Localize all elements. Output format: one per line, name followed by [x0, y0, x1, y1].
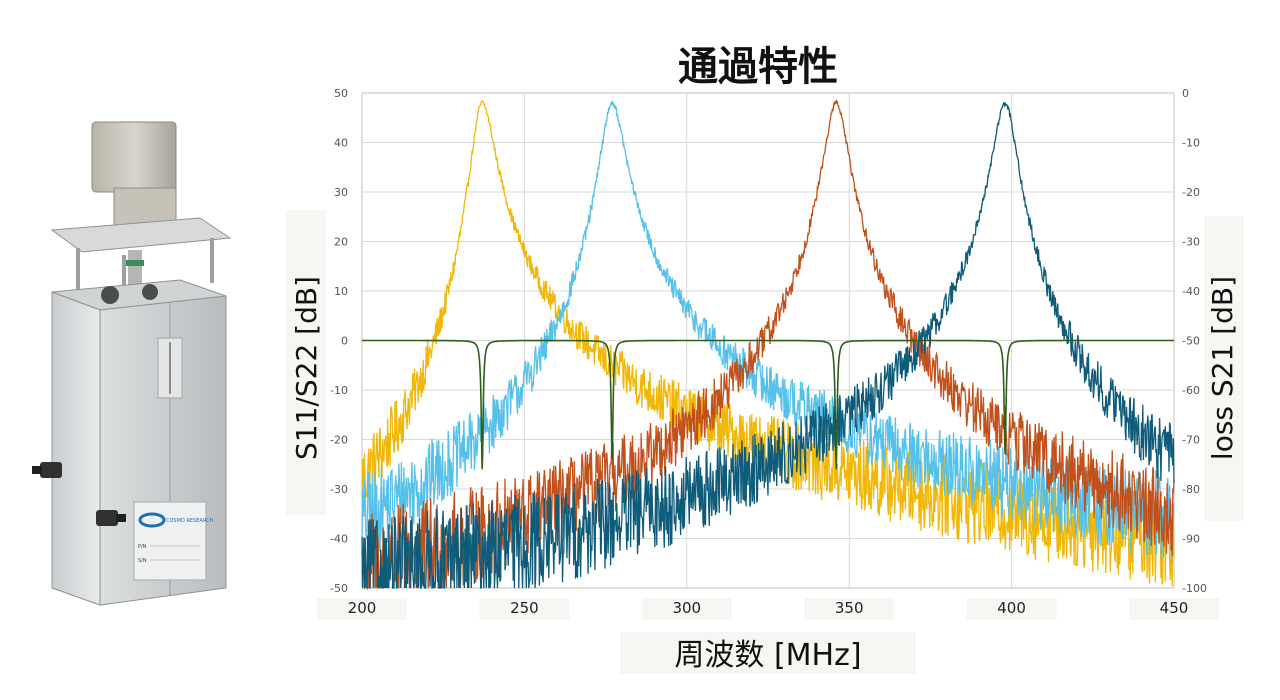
y-right-tick-label: -50 — [1182, 335, 1200, 348]
y-left-tick-label: -10 — [330, 384, 348, 397]
x-tick-background — [1129, 598, 1219, 620]
x-axis-label: 周波数 [MHz] — [674, 638, 861, 673]
x-tick-background — [966, 598, 1057, 620]
x-tick-label: 200 — [348, 599, 377, 617]
x-tick-label: 300 — [672, 599, 701, 617]
y-left-tick-label: -40 — [330, 533, 348, 546]
y-left-tick-label: 20 — [334, 236, 348, 249]
y-left-tick-label: 40 — [334, 137, 348, 150]
s11-series-line — [361, 99, 1175, 590]
y-left-tick-label: -50 — [330, 582, 348, 595]
y-left-tick-label: 30 — [334, 186, 348, 199]
s11-series-line — [361, 100, 1175, 564]
s11-series-line — [361, 100, 1175, 587]
svg-text:S/N: S/N — [138, 558, 147, 564]
x-tick-background — [804, 598, 895, 620]
y-right-tick-label: -70 — [1182, 434, 1200, 447]
y-right-tick-label: -20 — [1182, 186, 1200, 199]
y-right-tick-label: -80 — [1182, 483, 1200, 496]
s21-series-line — [362, 339, 1174, 470]
y-left-tick-label: 0 — [341, 335, 348, 348]
label-background — [1204, 216, 1244, 521]
y-left-axis-label: S11/S22 [dB] — [290, 276, 323, 460]
rf-connector-icon — [96, 510, 126, 526]
y-right-axis-label: loss S21 [dB] — [1206, 276, 1239, 460]
x-tick-background — [641, 598, 732, 620]
top-plate — [50, 217, 232, 253]
svg-text:P/N: P/N — [138, 544, 147, 550]
y-right-tick-label: -30 — [1182, 236, 1200, 249]
label-background — [620, 632, 916, 674]
y-right-tick-label: 0 — [1182, 87, 1189, 100]
y-right-tick-label: -60 — [1182, 384, 1200, 397]
y-left-tick-label: -30 — [330, 483, 348, 496]
x-tick-background — [479, 598, 570, 620]
x-tick-label: 250 — [510, 599, 539, 617]
rf-connector-icon — [32, 462, 62, 478]
y-right-tick-label: -40 — [1182, 285, 1200, 298]
x-tick-label: 400 — [997, 599, 1026, 617]
x-tick-label: 450 — [1160, 599, 1189, 617]
s11-series-line — [361, 101, 1175, 591]
x-tick-label: 350 — [835, 599, 864, 617]
brand-label: COSMO RESEARCH — [166, 518, 214, 524]
chart-title: 通過特性 — [678, 44, 838, 90]
label-background — [286, 210, 326, 515]
y-right-tick-label: -10 — [1182, 137, 1200, 150]
product-photo: COSMO RESEARCH P/N S/N — [32, 121, 232, 606]
x-tick-background — [317, 598, 407, 620]
y-right-tick-label: -100 — [1182, 582, 1207, 595]
y-left-tick-label: 50 — [334, 87, 348, 100]
y-left-tick-label: -20 — [330, 434, 348, 447]
y-right-tick-label: -90 — [1182, 533, 1200, 546]
y-left-tick-label: 10 — [334, 285, 348, 298]
